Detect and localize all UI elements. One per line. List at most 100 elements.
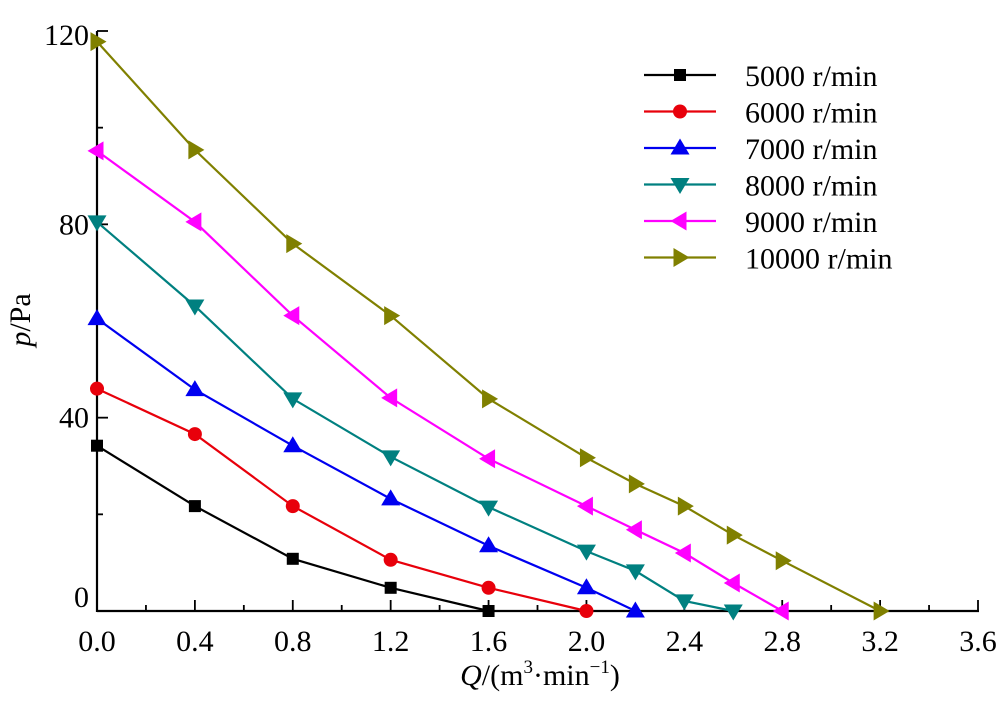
data-point bbox=[87, 141, 104, 161]
x-tick-label: 2.8 bbox=[763, 625, 801, 658]
x-axis-title: Q/(m3·min−1) bbox=[460, 657, 620, 692]
y-axis-unit: /Pa bbox=[4, 293, 37, 331]
series-8000 bbox=[87, 215, 743, 621]
x-tick-label: 3.6 bbox=[959, 625, 997, 658]
series-layer bbox=[87, 32, 890, 621]
legend-item: 9000 r/min bbox=[644, 206, 878, 239]
data-point bbox=[873, 601, 890, 621]
data-point bbox=[381, 388, 398, 408]
series-5000 bbox=[91, 439, 495, 617]
legend-item: 6000 r/min bbox=[644, 97, 878, 130]
data-point bbox=[576, 496, 593, 516]
data-point bbox=[481, 580, 496, 595]
legend-label: 7000 r/min bbox=[745, 133, 878, 166]
legend-label: 8000 r/min bbox=[745, 170, 878, 203]
legend-marker bbox=[670, 178, 690, 194]
data-point bbox=[188, 140, 205, 160]
x-tick-label: 1.2 bbox=[372, 625, 410, 658]
data-point bbox=[283, 436, 303, 453]
series-line bbox=[96, 444, 489, 613]
y-tick-label: 40 bbox=[59, 402, 89, 435]
data-point bbox=[381, 450, 401, 467]
y-tick-label: 0 bbox=[74, 581, 89, 614]
data-point bbox=[479, 536, 499, 553]
legend-marker bbox=[673, 104, 687, 119]
data-point bbox=[384, 581, 397, 594]
y-tick-label: 120 bbox=[44, 19, 89, 52]
x-tick-label: 0.4 bbox=[176, 625, 214, 658]
data-point bbox=[185, 299, 205, 316]
data-point bbox=[772, 601, 789, 621]
data-point bbox=[482, 389, 499, 409]
series-line bbox=[96, 317, 636, 612]
legend-marker bbox=[673, 248, 690, 267]
series-line bbox=[96, 150, 783, 612]
legend-marker bbox=[670, 138, 690, 155]
series-6000 bbox=[90, 381, 594, 618]
data-point bbox=[482, 605, 495, 617]
data-point bbox=[285, 499, 300, 514]
x-axis-unit-mid: ·min bbox=[533, 659, 590, 692]
data-point bbox=[625, 601, 645, 618]
data-point bbox=[576, 578, 596, 595]
series-7000 bbox=[87, 309, 645, 618]
data-point bbox=[579, 604, 594, 618]
data-point bbox=[90, 381, 104, 396]
x-tick-label: 3.2 bbox=[861, 625, 899, 658]
data-point bbox=[674, 543, 691, 563]
data-point bbox=[479, 500, 499, 517]
legend-label: 6000 r/min bbox=[745, 97, 878, 130]
y-axis-var: p bbox=[4, 332, 37, 349]
data-point bbox=[625, 564, 645, 581]
data-point bbox=[187, 427, 202, 442]
data-point bbox=[286, 234, 303, 254]
data-point bbox=[579, 448, 596, 468]
data-point bbox=[576, 544, 596, 561]
legend-marker bbox=[674, 69, 686, 81]
data-point bbox=[185, 212, 202, 232]
series-9000 bbox=[87, 141, 789, 621]
data-point bbox=[384, 306, 401, 326]
data-point bbox=[723, 604, 743, 621]
series-10000 bbox=[90, 32, 890, 621]
series-line bbox=[96, 221, 734, 613]
x-axis-unit-sup1: 3 bbox=[523, 657, 533, 678]
data-point bbox=[185, 380, 205, 397]
x-tick-label: 2.0 bbox=[568, 625, 606, 658]
x-tick-label: 1.6 bbox=[470, 625, 508, 658]
legend-label: 5000 r/min bbox=[745, 60, 878, 93]
x-tick-label: 0.8 bbox=[274, 625, 312, 658]
x-axis-unit-prefix: /(m bbox=[482, 659, 524, 692]
data-point bbox=[625, 520, 642, 540]
data-point bbox=[479, 449, 496, 469]
legend-item: 8000 r/min bbox=[644, 170, 878, 203]
legend-label: 9000 r/min bbox=[745, 206, 878, 239]
data-point bbox=[677, 496, 694, 516]
x-axis-unit-suffix: ) bbox=[610, 659, 620, 692]
data-point bbox=[188, 500, 201, 513]
x-tick-label: 0.0 bbox=[78, 625, 116, 658]
data-point bbox=[87, 215, 107, 232]
legend-label: 10000 r/min bbox=[745, 243, 893, 276]
data-point bbox=[283, 306, 300, 326]
data-point bbox=[87, 309, 107, 326]
legend-item: 7000 r/min bbox=[644, 133, 878, 166]
series-line bbox=[96, 387, 587, 613]
data-point bbox=[286, 552, 299, 565]
data-point bbox=[723, 573, 740, 593]
data-point bbox=[674, 594, 694, 611]
legend-marker bbox=[670, 211, 687, 231]
x-axis-unit-sup2: −1 bbox=[590, 657, 610, 678]
data-point bbox=[383, 552, 398, 567]
data-point bbox=[91, 439, 103, 452]
data-point bbox=[628, 474, 645, 494]
data-point bbox=[775, 551, 792, 571]
data-point bbox=[381, 489, 401, 506]
x-axis-var: Q bbox=[460, 659, 482, 692]
y-tick-label: 80 bbox=[59, 208, 89, 241]
axes: 0.0 0.4 0.8 1.2 1.6 2.0 2.4 2.8 3.2 3.6 0 40 80 120 bbox=[44, 19, 997, 658]
data-point bbox=[283, 392, 303, 409]
y-axis-title: p/Pa bbox=[4, 293, 37, 348]
